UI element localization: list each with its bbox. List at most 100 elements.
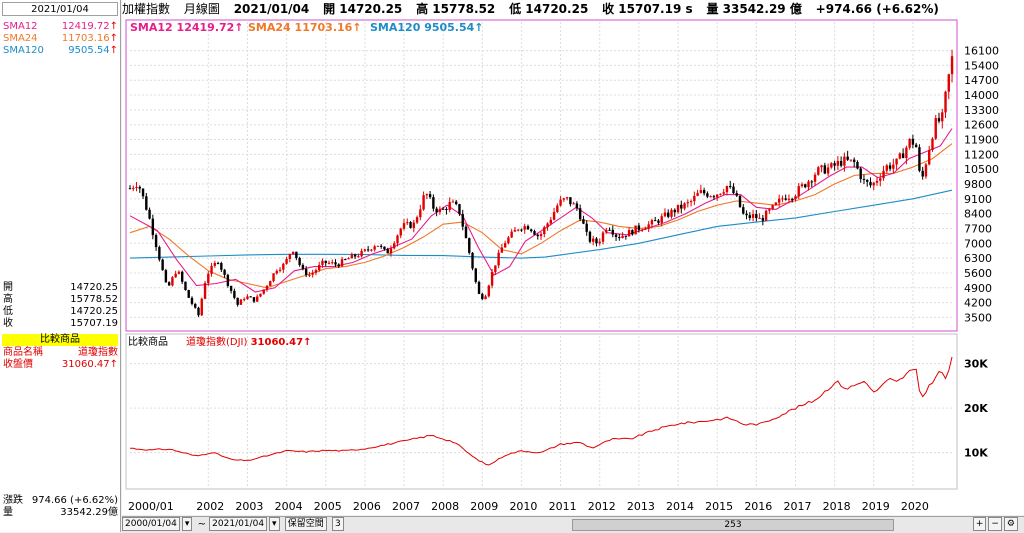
candle-body — [765, 211, 767, 221]
candle-body — [184, 282, 186, 290]
candle-body — [432, 197, 434, 208]
candle-body — [696, 193, 698, 196]
candle-body — [631, 230, 633, 234]
y-tick-label: 11900 — [964, 134, 999, 147]
candle-body — [739, 196, 741, 207]
y-tick-label: 14000 — [964, 89, 999, 102]
compare-name-row: 商品名稱 道瓊指數 — [3, 347, 118, 359]
candle-body — [801, 184, 803, 186]
sma24-line-group — [130, 144, 952, 288]
candle-body — [380, 246, 382, 247]
candle-body — [719, 194, 721, 195]
legend-sma24: SMA24 11703.16↑ — [248, 21, 362, 34]
up-arrow-icon: ↑ — [110, 45, 118, 56]
candle-body — [928, 150, 930, 164]
chart-area[interactable]: 3500 4200 4900 5600 6300 7000 7700 8400 9100 9800… — [122, 18, 1024, 515]
candle-body — [615, 235, 617, 237]
reserve-space-button[interactable]: 保留空間 — [285, 517, 327, 531]
candle-body — [217, 263, 219, 264]
candle-body — [722, 192, 724, 194]
x-tick-label: 2003 — [235, 500, 263, 513]
candle-body — [214, 263, 216, 266]
y-tick-label: 13300 — [964, 104, 999, 117]
candle-body — [240, 300, 242, 305]
sma24-row: SMA24 11703.16↑ — [3, 33, 118, 45]
y-tick-label: 20K — [964, 402, 988, 415]
candle-body — [674, 210, 676, 212]
candle-body — [654, 220, 656, 221]
sma12-row: SMA12 12419.72↑ — [3, 21, 118, 33]
candle-body — [471, 253, 473, 269]
time-scrollbar[interactable]: 253 — [572, 519, 894, 531]
end-date-dropdown-icon[interactable]: ▾ — [269, 517, 280, 531]
candle-body — [325, 261, 327, 263]
settings-icon[interactable]: ⚙ — [1004, 517, 1018, 531]
candle-body — [318, 265, 320, 270]
sma120-value: 9505.54 — [68, 45, 109, 56]
candle-body — [475, 269, 477, 282]
candle-body — [491, 272, 493, 285]
y-tick-label: 9100 — [964, 193, 992, 206]
candle-body — [915, 145, 917, 147]
compare-close-value: 31060.47↑ — [62, 359, 118, 371]
reserve-space-value[interactable]: 3 — [332, 517, 344, 531]
candle-body — [563, 198, 565, 199]
candle-body — [478, 282, 480, 294]
candle-body — [680, 205, 682, 209]
candle-body — [543, 227, 545, 234]
candle-body — [873, 183, 875, 186]
candle-body — [406, 222, 408, 223]
compare-close-label: 收盤價 — [3, 359, 33, 371]
zoom-out-icon[interactable]: − — [988, 517, 1002, 531]
sma12-label: SMA12 — [3, 21, 38, 33]
y-tick-label: 8400 — [964, 208, 992, 221]
candle-body — [830, 163, 832, 167]
candle-body — [742, 207, 744, 214]
y-tick-label: 5600 — [964, 267, 992, 280]
high-row: 高 15778.52 — [3, 294, 118, 306]
y-tick-label: 7000 — [964, 237, 992, 250]
x-tick-label: 2017 — [783, 500, 811, 513]
candle-body — [295, 252, 297, 258]
compare-grid — [130, 336, 954, 487]
candle-body — [236, 298, 238, 305]
y-tick-label: 14700 — [964, 74, 999, 87]
candle-body — [869, 182, 871, 186]
candle-body — [886, 165, 888, 170]
close-row: 收 15707.19 — [3, 318, 118, 330]
candle-body — [690, 201, 692, 202]
candle-body — [585, 224, 587, 232]
candle-body — [178, 272, 180, 274]
candle-body — [305, 269, 307, 275]
candle-body — [311, 273, 313, 275]
candle-body — [204, 283, 206, 299]
start-date-dropdown-icon[interactable]: ▾ — [182, 517, 193, 531]
candle-body — [171, 277, 173, 285]
end-date-field[interactable]: 2021/01/04 — [209, 517, 267, 531]
candle-body — [925, 164, 927, 176]
zoom-in-icon[interactable]: + — [973, 517, 987, 531]
candle-body — [462, 214, 464, 226]
period-label[interactable]: 月線圖 — [184, 2, 220, 16]
x-tick-label: 2013 — [627, 500, 655, 513]
candle-body — [276, 271, 278, 273]
compare-legend: 比較商品 道瓊指數(DJI) 31060.47↑ — [128, 335, 311, 348]
start-date-field[interactable]: 2000/01/04 — [122, 517, 180, 531]
candle-body — [703, 190, 705, 193]
y-tick-label: 30K — [964, 358, 988, 371]
candle-body — [895, 159, 897, 165]
candle-body — [266, 286, 268, 290]
candle-body — [833, 163, 835, 166]
candle-body — [918, 147, 920, 171]
candle-body — [263, 290, 265, 294]
candle-body — [302, 265, 304, 269]
candle-body — [817, 167, 819, 175]
candle-body — [651, 220, 653, 224]
candle-body — [429, 194, 431, 197]
candle-body — [334, 262, 336, 264]
candle-body — [677, 205, 679, 212]
candle-body — [383, 247, 385, 250]
quote-close: 收 15707.19 s — [602, 2, 693, 16]
compare-panel-frame — [126, 334, 957, 489]
